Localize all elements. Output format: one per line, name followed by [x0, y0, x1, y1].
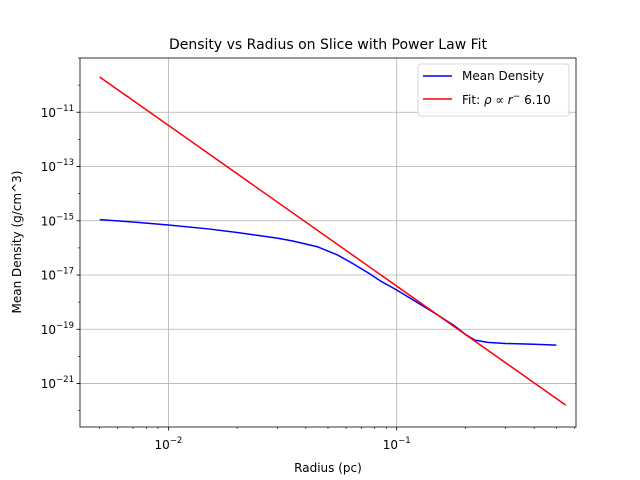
- y-axis-ticks: 10−21 10−19 10−17 10−15 10−13 10−11: [41, 57, 80, 411]
- y-tick-label: 10−19: [41, 321, 74, 337]
- legend-label-fit: Fit: ρ ∝ r− 6.10: [462, 92, 551, 107]
- grid: [80, 58, 576, 427]
- y-tick-label: 10−21: [41, 375, 74, 391]
- x-axis-label: Radius (pc): [294, 461, 362, 475]
- series-line-mean-density: [99, 218, 557, 346]
- chart-title: Density vs Radius on Slice with Power La…: [169, 37, 488, 53]
- legend-box: [417, 63, 570, 117]
- x-axis-ticks: 10−2 10−1: [99, 427, 575, 452]
- y-tick-label: 10−15: [41, 212, 74, 228]
- y-tick-label: 10−13: [41, 158, 74, 174]
- legend: Mean Density Fit: ρ ∝ r− 6.10: [417, 63, 570, 117]
- plot-frame: [79, 57, 577, 428]
- series-line-power-law-fit: [99, 76, 567, 406]
- series-lines: [99, 76, 567, 406]
- legend-label-mean-density: Mean Density: [462, 69, 544, 83]
- x-tick-label: 10−2: [154, 436, 182, 452]
- y-axis-label: Mean Density (g/cm^3): [10, 171, 24, 314]
- y-tick-label: 10−17: [41, 267, 74, 283]
- y-tick-label: 10−11: [41, 104, 74, 120]
- x-tick-label: 10−1: [383, 436, 411, 452]
